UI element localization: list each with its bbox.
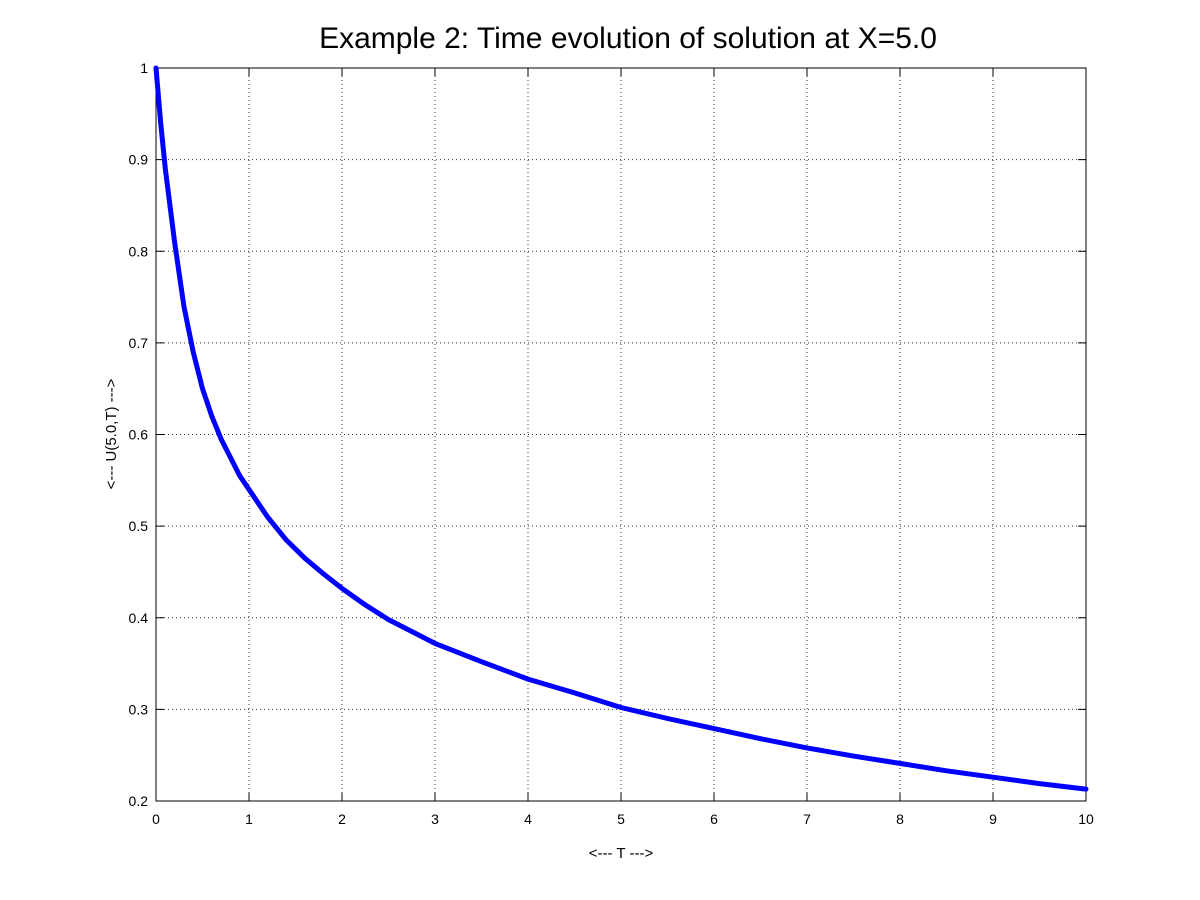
y-tick-label: 0.5 [129, 518, 149, 534]
y-tick-label: 0.9 [129, 152, 149, 168]
y-tick-labels: 0.2 0.3 0.4 0.5 0.6 0.7 0.8 0.9 1 [129, 60, 149, 809]
y-tick-label: 0.6 [129, 427, 149, 443]
x-tick-label: 10 [1078, 811, 1094, 827]
y-axis-label: <--- U(5.0,T) ---> [103, 378, 120, 489]
x-tick-label: 9 [989, 811, 997, 827]
y-tick-label: 0.4 [129, 610, 149, 626]
y-tick-label: 0.7 [129, 335, 149, 351]
x-tick-label: 3 [431, 811, 439, 827]
x-tick-label: 1 [245, 811, 253, 827]
x-tick-label: 5 [617, 811, 625, 827]
x-tick-labels: 0 1 2 3 4 5 6 7 8 9 10 [152, 811, 1094, 827]
x-axis-label: <--- T ---> [589, 845, 654, 862]
series-group [153, 65, 1089, 792]
y-tick-label: 1 [140, 60, 148, 76]
x-tick-label: 6 [710, 811, 718, 827]
y-tick-label: 0.3 [129, 701, 149, 717]
y-tick-label: 0.8 [129, 243, 149, 259]
y-tick-label: 0.2 [129, 793, 149, 809]
x-tick-label: 2 [338, 811, 346, 827]
x-tick-label: 4 [524, 811, 532, 827]
x-tick-label: 7 [803, 811, 811, 827]
x-tick-label: 0 [152, 811, 160, 827]
series-line-0 [153, 65, 1089, 792]
chart-title: Example 2: Time evolution of solution at… [319, 22, 937, 55]
x-tick-label: 8 [896, 811, 904, 827]
